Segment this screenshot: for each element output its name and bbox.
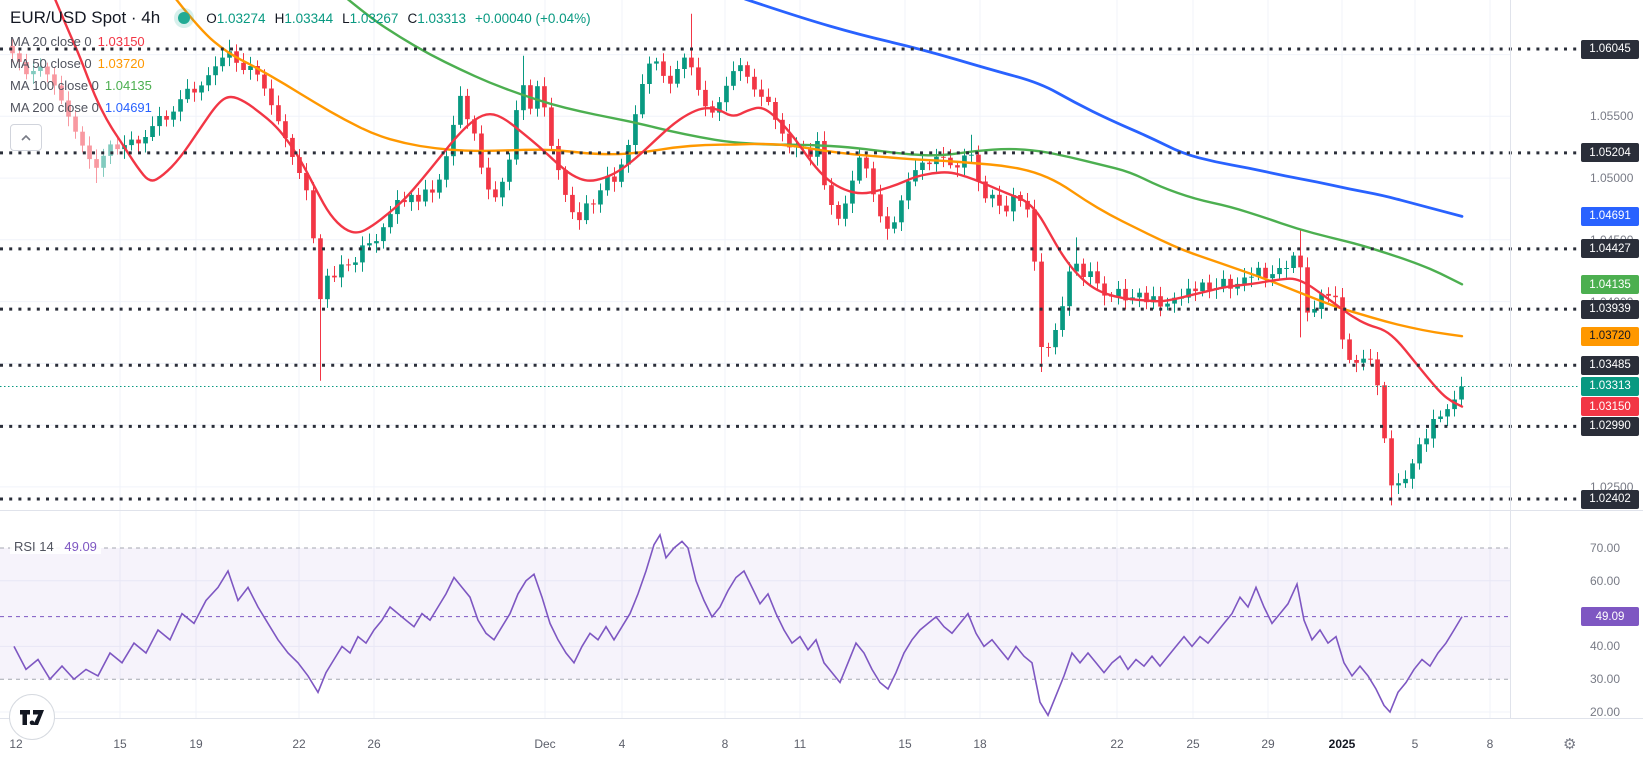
- rsi-tick-label: 20.00: [1590, 705, 1621, 719]
- ma-legend-label: MA 20 close 0: [10, 34, 92, 49]
- rsi-band: [0, 548, 1510, 680]
- time-label: 4: [618, 737, 626, 751]
- legend-collapse-button[interactable]: [10, 124, 42, 151]
- ma-legend-label: MA 50 close 0: [10, 56, 92, 71]
- ohlc-l: L1.03267: [342, 11, 398, 26]
- ohlc-key: C: [407, 10, 418, 26]
- rsi-tick-label: 40.00: [1590, 639, 1621, 654]
- ma50-line: [175, 0, 1464, 338]
- time-label: 15: [898, 737, 912, 751]
- ma100-line: [346, 0, 1464, 286]
- time-label: 8: [1486, 737, 1494, 751]
- time-axis[interactable]: ⚙ 12 15 19 22 26 Dec 4 8 11 15 18 22 25 29 2025 5 8: [0, 719, 1643, 767]
- ma-price-badge: 1.04135: [1581, 275, 1639, 295]
- ohlc-o: O1.03274: [206, 11, 265, 26]
- ma-legend-row-1[interactable]: MA 20 close 0 1.03150: [10, 34, 591, 50]
- rsi-tick-label: 30.00: [1590, 672, 1621, 687]
- ohlc-value: 1.03313: [417, 10, 467, 26]
- ohlc-value: 1.03274: [216, 10, 266, 26]
- level-price-badge: 1.03485: [1581, 355, 1639, 375]
- time-label: 22: [1110, 737, 1124, 751]
- ma-legend-row-2[interactable]: MA 50 close 0 1.03720: [10, 56, 591, 72]
- time-label: 29: [1261, 737, 1275, 751]
- level-price-badge: 1.03939: [1581, 299, 1639, 319]
- ma-legend-label: MA 200 close 0: [10, 100, 99, 115]
- ma20-line: [54, 0, 1464, 408]
- ohlc-value: 1.03267: [349, 10, 399, 26]
- rsi-tick-label: 60.00: [1590, 573, 1621, 588]
- price-axis[interactable]: 1.055001.050001.045001.040001.0250070.00…: [1511, 0, 1643, 719]
- time-label: 15: [113, 737, 127, 751]
- level-price-badge: 1.02402: [1581, 489, 1639, 509]
- ohlc-c: C1.03313: [407, 11, 466, 26]
- ma-legend-value: 1.04135: [104, 78, 152, 93]
- time-label: 11: [793, 737, 807, 751]
- chevron-up-icon: [21, 134, 31, 141]
- ma-price-badge: 1.03150: [1581, 397, 1639, 417]
- ma-legend-row-3[interactable]: MA 100 close 0 1.04135: [10, 78, 591, 94]
- price-tick-label: 1.05000: [1590, 171, 1634, 186]
- ohlc-values: O1.03274 H1.03344 L1.03267 C1.03313 +0.00040…: [206, 11, 590, 26]
- level-price-badge: 1.02990: [1581, 416, 1639, 436]
- symbol-title[interactable]: EUR/USD Spot · 4h: [10, 8, 161, 27]
- level-price-badge: 1.04427: [1581, 239, 1639, 259]
- price-change: +0.00040 (+0.04%): [475, 10, 591, 26]
- time-label-year: 2025: [1328, 737, 1356, 751]
- ma-legend-value: 1.03720: [97, 56, 145, 71]
- ohlc-value: 1.03344: [284, 10, 334, 26]
- rsi-legend: RSI 14 49.09: [10, 539, 101, 554]
- rsi-value-badge: 49.09: [1581, 607, 1639, 627]
- time-label: 5: [1411, 737, 1419, 751]
- timezone-settings-gear-icon[interactable]: ⚙: [1563, 736, 1577, 753]
- level-price-badge: 1.05204: [1581, 143, 1639, 163]
- ohlc-key: O: [206, 10, 217, 26]
- ohlc-key: H: [274, 10, 285, 26]
- tradingview-logo-icon: [20, 709, 44, 725]
- time-label: Dec: [534, 737, 556, 751]
- rsi-tick-label: 70.00: [1590, 541, 1621, 555]
- ma-legend-row-4[interactable]: MA 200 close 0 1.04691: [10, 100, 591, 116]
- level-price-badge: 1.06045: [1581, 39, 1639, 59]
- ma-legend-value: 1.03150: [97, 34, 145, 49]
- ma-price-badge: 1.04691: [1581, 206, 1639, 226]
- market-status-icon[interactable]: [178, 12, 191, 24]
- time-label: 26: [367, 737, 381, 751]
- rsi-line: [13, 532, 1463, 718]
- ohlc-h: H1.03344: [275, 11, 334, 26]
- ma-legend-label: MA 100 close 0: [10, 78, 99, 93]
- ma-legend: MA 20 close 0 1.03150 MA 50 close 0 1.03720…: [10, 34, 591, 116]
- chart-legend: EUR/USD Spot · 4h O1.03274 H1.03344 L1.032…: [10, 8, 591, 116]
- tradingview-logo[interactable]: [9, 694, 55, 740]
- rsi-value: 49.09: [64, 539, 97, 554]
- ma-price-badge: 1.03720: [1581, 326, 1639, 346]
- price-tick-label: 1.05500: [1590, 109, 1634, 124]
- current-price-badge: 1.03313: [1581, 376, 1639, 396]
- time-label: 25: [1186, 737, 1200, 751]
- time-label: 18: [973, 737, 987, 751]
- time-label: 19: [189, 737, 203, 751]
- ma-legend-value: 1.04691: [104, 100, 152, 115]
- time-label: 12: [9, 737, 23, 751]
- rsi-label: RSI 14: [14, 539, 54, 554]
- time-label: 8: [721, 737, 729, 751]
- time-label: 22: [292, 737, 306, 751]
- ohlc-key: L: [342, 10, 350, 26]
